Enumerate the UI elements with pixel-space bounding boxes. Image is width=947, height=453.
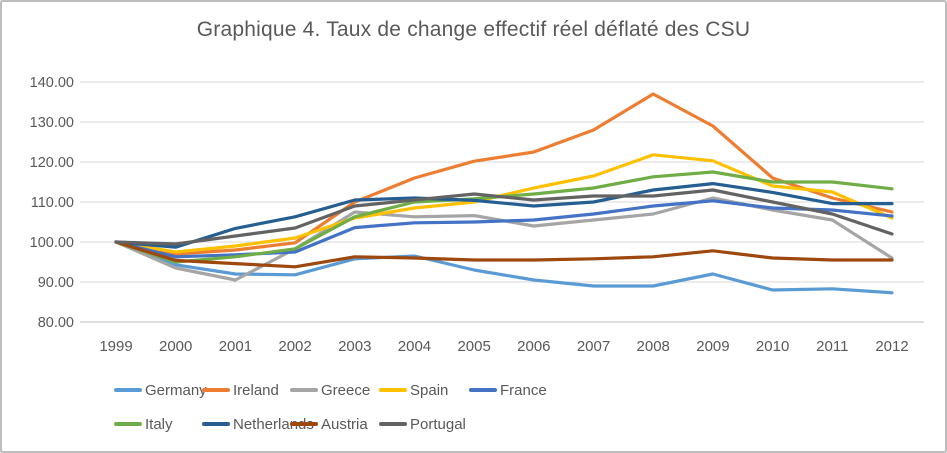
y-axis-tick-label: 100.00 [30,235,74,251]
legend-label: Portugal [410,415,466,433]
legend-swatch-spain [379,388,407,392]
legend-item-spain[interactable]: Spain [379,381,448,399]
legend-label: Spain [410,381,449,399]
x-axis-tick-label: 2002 [278,338,311,355]
legend-label: Austria [321,415,368,433]
y-axis-tick-label: 130.00 [30,115,74,131]
x-axis-tick-label: 2003 [338,338,371,355]
x-axis-tick-label: 2005 [457,338,490,355]
series-line-austria [114,240,894,269]
legend-swatch-portugal [379,422,407,426]
legend-item-france[interactable]: France [469,381,547,399]
legend-swatch-netherlands [202,422,230,426]
legend-swatch-austria [290,422,318,426]
series-line-ireland [114,92,894,256]
legend-swatch-germany [114,388,142,392]
legend-label: Ireland [233,381,279,399]
legend-item-netherlands[interactable]: Netherlands [202,415,314,433]
legend-label: Italy [145,415,173,433]
y-axis-tick-label: 110.00 [31,195,74,211]
y-axis-tick-label: 80.00 [38,315,74,331]
legend-item-italy[interactable]: Italy [114,415,173,433]
legend-item-austria[interactable]: Austria [290,415,368,433]
legend-label: France [500,381,547,399]
x-axis-tick-label: 2000 [159,338,192,355]
x-axis-tick-label: 2007 [577,338,610,355]
x-axis-tick-label: 2001 [219,338,252,355]
y-axis-tick-label: 90.00 [38,275,74,291]
x-axis-tick-label: 2004 [398,338,431,355]
x-axis-tick-label: 2012 [875,338,908,355]
y-axis-tick-label: 120.00 [30,155,74,171]
series-line-portugal [114,188,894,246]
legend-label: Netherlands [233,415,314,433]
x-axis-tick-label: 1999 [99,338,132,355]
x-axis-tick-label: 2008 [637,338,670,355]
x-axis-tick-label: 2009 [696,338,729,355]
legend-item-ireland[interactable]: Ireland [202,381,279,399]
legend-label: Germany [145,381,207,399]
legend-label: Greece [321,381,371,399]
legend-swatch-ireland [202,388,230,392]
legend-swatch-greece [290,388,318,392]
chart-title: Graphique 4. Taux de change effectif rée… [196,18,751,41]
legend-swatch-italy [114,422,142,426]
series-line-netherlands [114,182,894,249]
x-axis-tick-label: 2011 [816,338,848,355]
x-axis-tick-label: 2010 [756,338,789,355]
legend-item-greece[interactable]: Greece [290,381,370,399]
y-axis-tick-label: 140.00 [30,75,74,91]
legend-swatch-france [469,388,497,392]
legend-item-portugal[interactable]: Portugal [379,415,466,433]
series-line-greece [114,196,894,282]
x-axis-tick-label: 2006 [517,338,550,355]
legend-item-germany[interactable]: Germany [114,381,207,399]
